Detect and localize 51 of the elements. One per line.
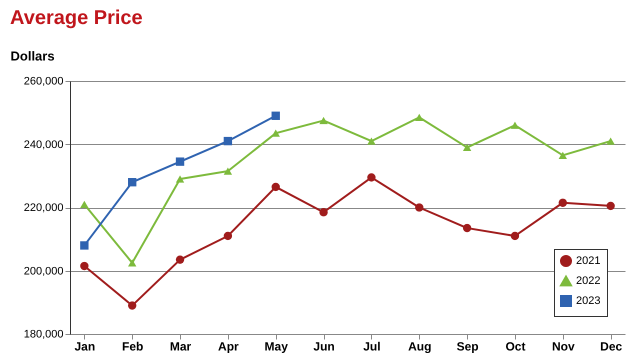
point (415, 203, 424, 212)
point (224, 136, 232, 146)
x-tick-label: Nov (552, 340, 575, 354)
point (319, 208, 328, 216)
point (319, 116, 328, 124)
x-tick-label: May (264, 340, 288, 354)
point (558, 198, 567, 207)
x-tick-label: Sep (456, 340, 479, 354)
y-tick-label: 260,000 (24, 76, 64, 88)
y-tick-label: 240,000 (24, 138, 64, 151)
point (462, 224, 472, 232)
point (558, 152, 567, 159)
point (128, 301, 136, 310)
x-tick-label: Jan (74, 340, 96, 354)
x-tick-label: Apr (218, 340, 240, 354)
legend-label: 2023 (576, 295, 600, 307)
point (224, 232, 232, 240)
point (224, 168, 232, 175)
point (176, 175, 184, 183)
point (606, 137, 615, 145)
point (510, 122, 520, 129)
point (462, 144, 472, 152)
x-tick-label: Jun (313, 340, 335, 354)
point (415, 114, 424, 121)
legend-label: 2021 (576, 255, 600, 267)
point (176, 157, 184, 166)
y-tick-label: 180,000 (24, 328, 64, 340)
point (128, 178, 136, 186)
point (128, 259, 136, 266)
x-tick-label: Aug (408, 340, 432, 354)
point (176, 256, 184, 264)
y-axis-title: Dollars (10, 48, 55, 64)
point (80, 241, 89, 250)
x-tick-label: Mar (170, 340, 192, 354)
x-tick-label: Oct (505, 340, 526, 354)
point (272, 130, 280, 137)
y-tick-label: 220,000 (24, 202, 64, 214)
x-tick-label: Feb (122, 340, 144, 354)
legend-label: 2022 (576, 275, 600, 287)
x-tick-label: Dec (600, 340, 622, 354)
x-tick-label: Jul (363, 340, 381, 354)
point (272, 112, 280, 120)
chart-title: Average Price (10, 7, 143, 29)
point (367, 137, 376, 145)
point (272, 182, 280, 192)
point (80, 200, 89, 208)
point (367, 173, 376, 182)
point (510, 232, 520, 240)
y-tick-label: 200,000 (24, 265, 64, 278)
point (80, 262, 89, 270)
point (606, 202, 615, 210)
